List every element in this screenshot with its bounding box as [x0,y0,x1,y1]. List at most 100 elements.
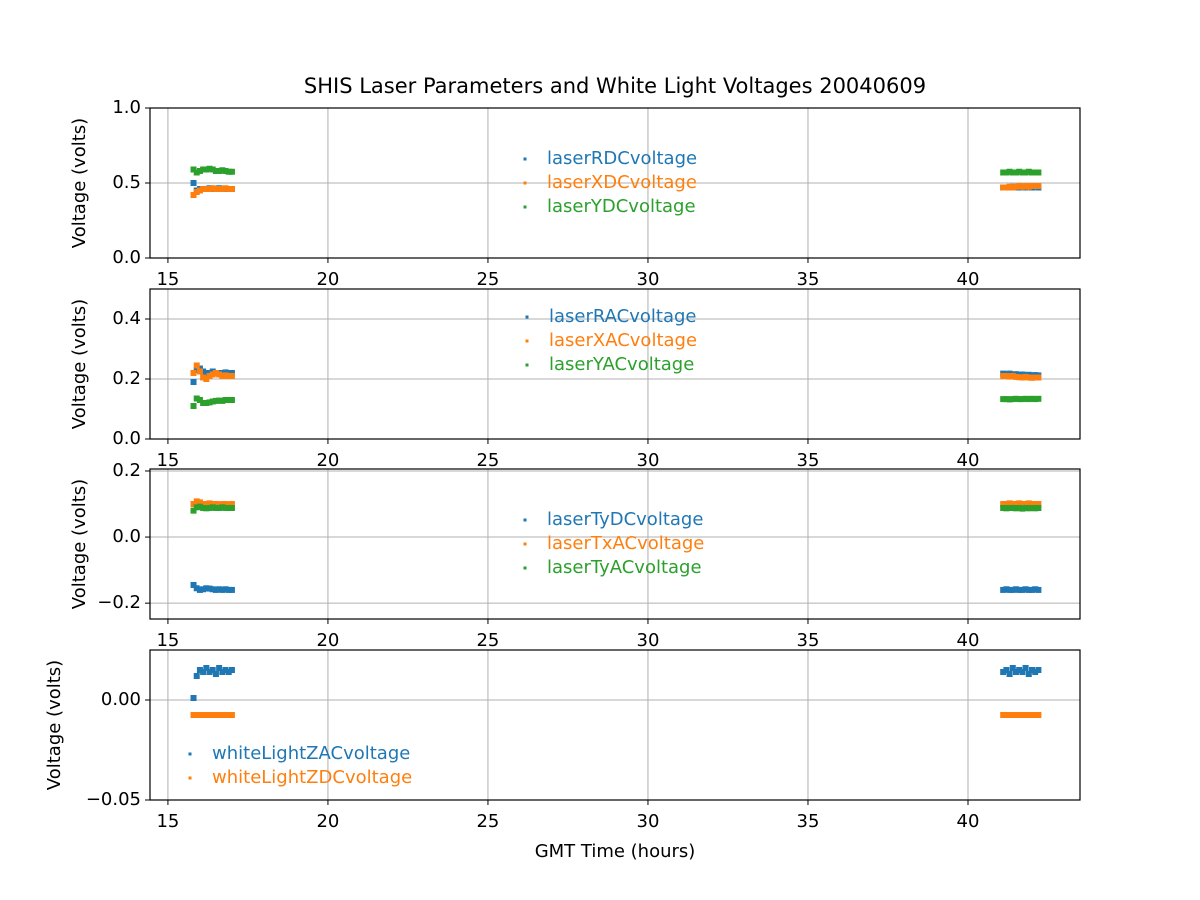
point [1028,504,1035,511]
point [1016,712,1023,718]
point [206,712,213,718]
point [1006,183,1013,190]
point [216,371,223,378]
point [1003,169,1010,176]
point [1009,504,1016,511]
point [1009,665,1016,671]
axes-frame [149,468,1081,620]
legend-marker [523,566,527,570]
point [1019,669,1026,675]
legend-marker [523,205,527,209]
point [1006,168,1013,175]
x-tick-label: 30 [637,630,660,651]
x-tick-label: 40 [957,450,980,471]
point [206,165,213,172]
point [1022,395,1029,402]
point [196,168,203,174]
point [1000,501,1007,508]
point [209,185,216,192]
x-tick-label: 30 [637,269,660,290]
point [203,166,210,173]
y-axis-label: Voltage (volts) [69,118,90,248]
point [228,397,235,403]
point [1006,373,1013,380]
x-tick-label: 20 [316,811,339,832]
legend-marker [523,157,527,161]
point [206,504,213,511]
point [196,499,203,506]
point [200,186,207,192]
point [196,503,203,510]
point [209,166,216,173]
point [1032,396,1039,403]
point [1019,396,1026,403]
y-axis-label: Voltage (volts) [69,479,90,609]
point [219,501,226,508]
x-tick-label: 25 [476,269,499,290]
point [209,398,216,405]
point [1022,501,1029,508]
point [219,586,226,593]
point [206,669,213,675]
point [222,372,229,379]
legend-marker [188,776,192,780]
x-tick-label: 35 [797,630,820,651]
point [212,671,219,677]
x-tick-label: 30 [637,450,660,471]
axes-frame [149,288,1081,440]
point [1032,505,1039,512]
point [1000,184,1007,191]
point [200,166,207,173]
legend-marker [523,518,527,522]
point [193,189,200,195]
x-tick-label: 20 [316,630,339,651]
point [1016,586,1023,593]
point [193,504,200,511]
point [1006,671,1013,677]
point [1006,712,1013,718]
point [1016,667,1023,673]
point [203,186,210,192]
point [1012,669,1019,675]
point [209,712,216,718]
y-tick-label: −0.2 [97,592,141,613]
point [1028,586,1035,593]
point [1000,669,1007,675]
point [190,581,197,588]
point [1022,504,1029,511]
point [228,501,235,508]
point [196,667,203,673]
point [1022,373,1029,380]
legend-label: whiteLightZDCvoltage [212,767,412,788]
point [1006,500,1013,507]
point [190,501,197,508]
point [216,712,223,718]
legend-label: laserTyACvoltage [547,557,702,578]
point [196,586,203,593]
point [1006,504,1013,511]
point [1032,501,1039,508]
point [219,373,226,379]
point [190,695,197,701]
point [225,501,232,508]
point [190,180,197,186]
point [216,168,223,174]
point [200,586,207,593]
point [222,504,229,511]
point [222,667,229,673]
point [193,585,200,592]
point [200,374,207,381]
point [209,501,216,508]
point [1035,586,1042,593]
point [193,673,200,679]
point [222,586,229,593]
x-tick-label: 35 [797,450,820,471]
point [1022,586,1029,593]
point [190,403,197,409]
point [222,185,229,192]
point [1032,712,1039,718]
legend-marker [525,363,529,367]
point [1016,500,1023,507]
y-tick-label: 0.5 [112,172,141,193]
x-tick-label: 25 [476,811,499,832]
